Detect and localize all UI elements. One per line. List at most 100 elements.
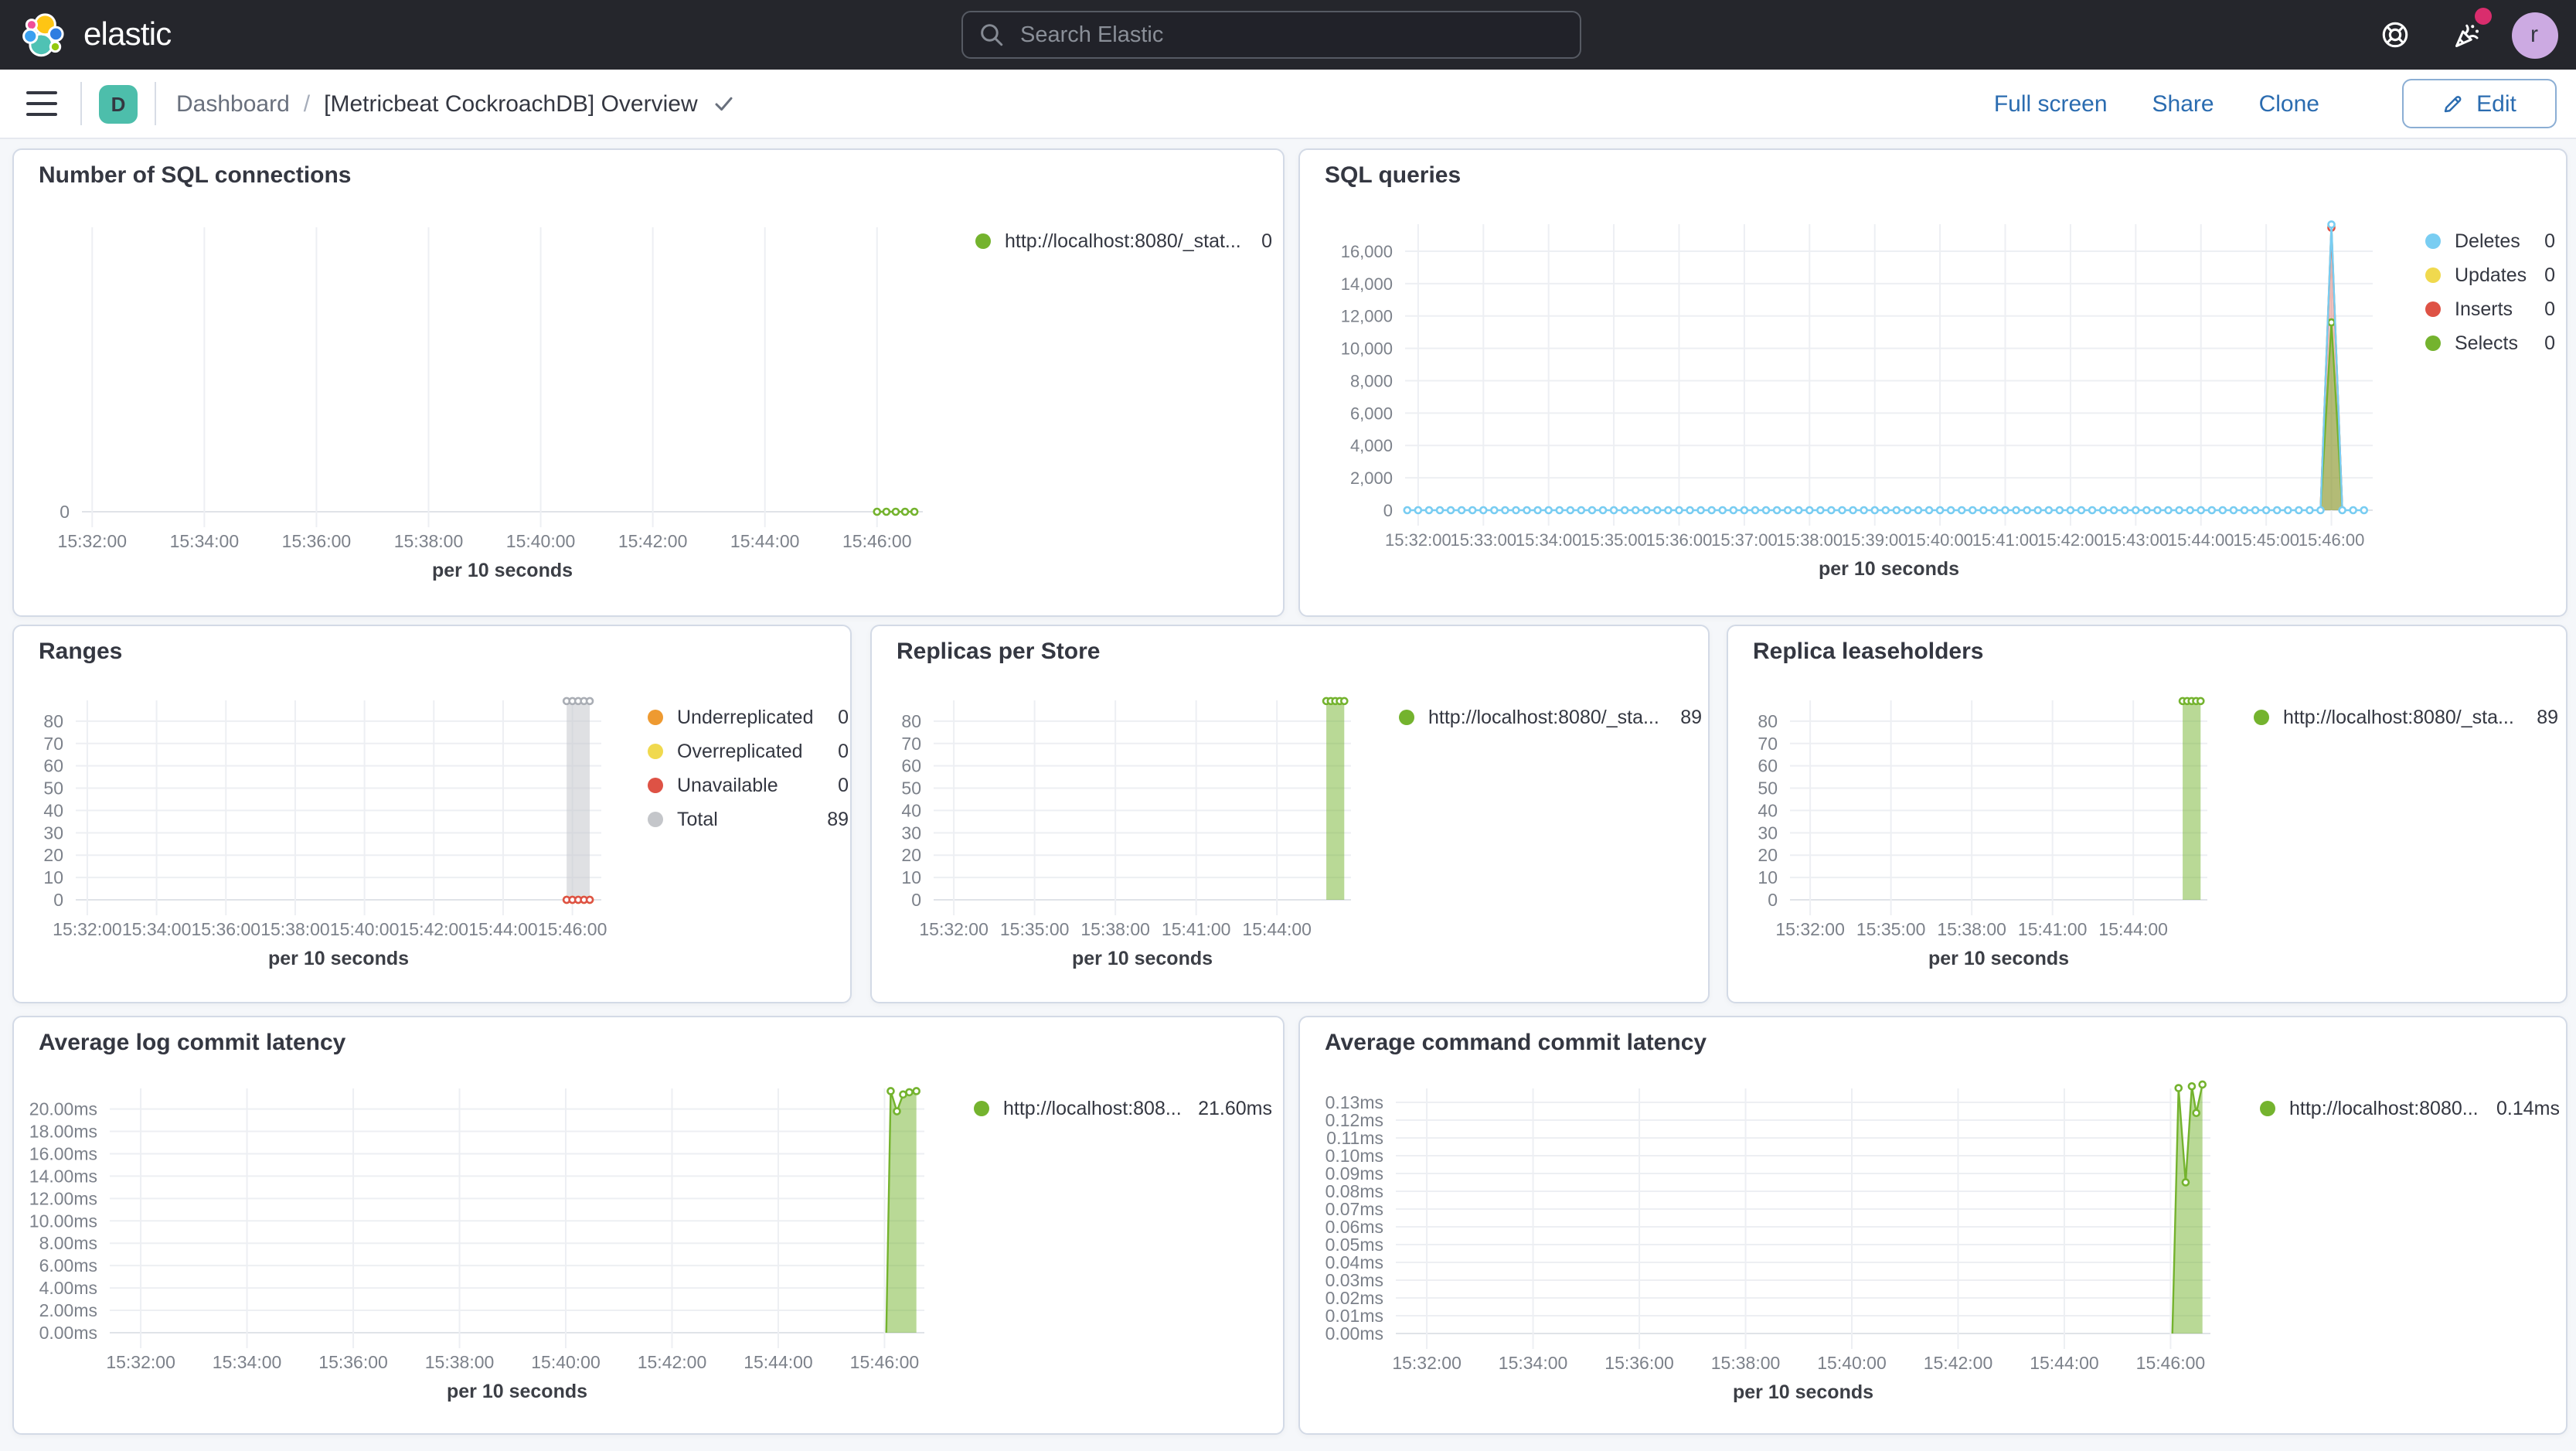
panel-title-sql-connections[interactable]: Number of SQL connections: [39, 162, 352, 189]
legend-label: Overreplicated: [677, 741, 803, 762]
svg-text:10: 10: [901, 867, 921, 887]
legend-value: 89: [827, 809, 849, 830]
svg-text:60: 60: [43, 756, 63, 776]
title-caret-icon[interactable]: [713, 93, 735, 114]
svg-text:15:38:00: 15:38:00: [260, 919, 330, 939]
legend-item[interactable]: Unavailable 0: [648, 768, 849, 802]
panel-title-replica-leaseholders[interactable]: Replica leaseholders: [1753, 639, 1984, 665]
elastic-home-link[interactable]: elastic: [22, 0, 172, 70]
legend-item[interactable]: http://localhost:8080/_sta... 89: [2254, 700, 2558, 734]
svg-text:0: 0: [911, 890, 921, 910]
legend-item[interactable]: http://localhost:8080/_stat... 0: [975, 224, 1272, 258]
newsfeed-button[interactable]: [2440, 7, 2493, 61]
toolbar-actions: Full screen Share Clone Edit: [1994, 79, 2556, 128]
legend-item[interactable]: Overreplicated 0: [648, 734, 849, 768]
svg-text:15:41:00: 15:41:00: [1162, 919, 1231, 939]
legend-label: Updates: [2455, 264, 2527, 286]
svg-text:15:32:00: 15:32:00: [53, 919, 122, 939]
svg-text:15:46:00: 15:46:00: [2299, 530, 2365, 550]
panel-title-sql-queries[interactable]: SQL queries: [1325, 162, 1462, 189]
search-input[interactable]: [1017, 21, 1580, 49]
panel-title-avg-command-commit-latency[interactable]: Average command commit latency: [1325, 1030, 1707, 1056]
svg-text:15:32:00: 15:32:00: [1392, 1353, 1462, 1373]
svg-text:15:46:00: 15:46:00: [538, 919, 607, 939]
panel-ranges: Ranges 80 70 60 50 40 30 20 10 0 15:32:00 15:34:00 1…: [12, 625, 852, 1003]
edit-button[interactable]: Edit: [2401, 79, 2556, 128]
svg-text:15:36:00: 15:36:00: [192, 919, 261, 939]
global-search[interactable]: [961, 11, 1581, 59]
panel-title-avg-log-commit-latency[interactable]: Average log commit latency: [39, 1030, 346, 1056]
svg-text:15:44:00: 15:44:00: [2168, 530, 2234, 550]
svg-text:15:34:00: 15:34:00: [1516, 530, 1582, 550]
legend-item[interactable]: Selects 0: [2425, 326, 2555, 360]
svg-text:15:38:00: 15:38:00: [425, 1352, 495, 1372]
legend-value: 0: [838, 741, 849, 762]
space-badge[interactable]: D: [99, 84, 138, 123]
series-deletes: [1403, 220, 2369, 515]
panel-title-ranges[interactable]: Ranges: [39, 639, 123, 665]
svg-text:12,000: 12,000: [1341, 307, 1393, 326]
legend-dot-icon: [648, 710, 663, 725]
legend-item[interactable]: Underreplicated 0: [648, 700, 849, 734]
svg-text:15:37:00: 15:37:00: [1711, 530, 1778, 550]
series-http-localhost-8080-stat-: [873, 507, 919, 516]
svg-text:70: 70: [1758, 734, 1778, 754]
svg-text:15:44:00: 15:44:00: [2098, 919, 2168, 939]
legend-dot-icon: [648, 812, 663, 827]
gridlines: [1405, 224, 2373, 526]
legend-value: 0: [2544, 230, 2555, 252]
legend-label: Inserts: [2455, 298, 2513, 320]
legend-value: 0: [838, 707, 849, 728]
svg-text:15:43:00: 15:43:00: [2103, 530, 2169, 550]
legend-item[interactable]: Inserts 0: [2425, 292, 2555, 326]
elastic-logo-icon: [22, 12, 64, 56]
svg-text:15:38:00: 15:38:00: [1711, 1353, 1781, 1373]
chart-canvas-sql-connections[interactable]: 0 15:32:00 15:34:00 15:36:00 15:38:00 15:40:0…: [14, 150, 1283, 615]
chart-legend: http://localhost:808... 21.60ms: [974, 1092, 1272, 1126]
chart-canvas-avg-command-commit-latency[interactable]: 0.13ms0.12ms0.11ms0.10ms0.09ms0.08ms0.07…: [1300, 1017, 2566, 1433]
chart-canvas-sql-queries[interactable]: 16,000 14,000 12,000 10,000 8,000 6,000 4,000 2…: [1300, 150, 2566, 615]
svg-text:15:34:00: 15:34:00: [1499, 1353, 1568, 1373]
legend-item[interactable]: http://localhost:8080... 0.14ms: [2260, 1092, 2560, 1126]
search-icon: [981, 24, 1003, 46]
breadcrumb: Dashboard / [Metricbeat CockroachDB] Ove…: [176, 90, 735, 117]
svg-text:15:38:00: 15:38:00: [1080, 919, 1150, 939]
legend-label: http://localhost:8080/_sta...: [1428, 707, 1659, 728]
toolbar-divider: [155, 82, 156, 125]
svg-text:15:46:00: 15:46:00: [842, 531, 912, 551]
svg-text:0.11ms: 0.11ms: [1326, 1128, 1383, 1148]
legend-item[interactable]: Updates 0: [2425, 258, 2555, 292]
legend-item[interactable]: Total 89: [648, 802, 849, 836]
gridlines: [934, 700, 1351, 915]
panel-avg-log-commit-latency: Average log commit latency 20.00ms 18.00ms…: [12, 1016, 1285, 1435]
legend-item[interactable]: http://localhost:8080/_sta... 89: [1399, 700, 1702, 734]
page-title[interactable]: [Metricbeat CockroachDB] Overview: [324, 90, 698, 117]
full-screen-button[interactable]: Full screen: [1993, 90, 2108, 117]
legend-item[interactable]: Deletes 0: [2425, 224, 2555, 258]
svg-text:15:39:00: 15:39:00: [1842, 530, 1908, 550]
legend-item[interactable]: http://localhost:808... 21.60ms: [974, 1092, 1272, 1126]
clone-button[interactable]: Clone: [2258, 90, 2319, 117]
breadcrumb-dashboard[interactable]: Dashboard: [176, 90, 290, 117]
user-avatar[interactable]: r: [2511, 12, 2557, 58]
svg-text:15:41:00: 15:41:00: [1972, 530, 2039, 550]
svg-text:40: 40: [1758, 800, 1778, 820]
svg-text:12.00ms: 12.00ms: [29, 1188, 97, 1208]
svg-text:15:36:00: 15:36:00: [318, 1352, 388, 1372]
svg-text:70: 70: [901, 734, 921, 754]
menu-button[interactable]: [26, 91, 57, 116]
share-button[interactable]: Share: [2152, 90, 2214, 117]
panel-title-replicas-per-store[interactable]: Replicas per Store: [897, 639, 1101, 665]
help-button[interactable]: [2369, 9, 2421, 61]
legend-dot-icon: [2425, 233, 2441, 249]
svg-text:15:35:00: 15:35:00: [1856, 919, 1926, 939]
panel-replicas-per-store: Replicas per Store 80 70 60 50 40 30 20 10 0 15:32…: [870, 625, 1710, 1003]
svg-text:15:34:00: 15:34:00: [122, 919, 192, 939]
svg-text:15:44:00: 15:44:00: [744, 1352, 813, 1372]
svg-text:15:32:00: 15:32:00: [919, 919, 989, 939]
